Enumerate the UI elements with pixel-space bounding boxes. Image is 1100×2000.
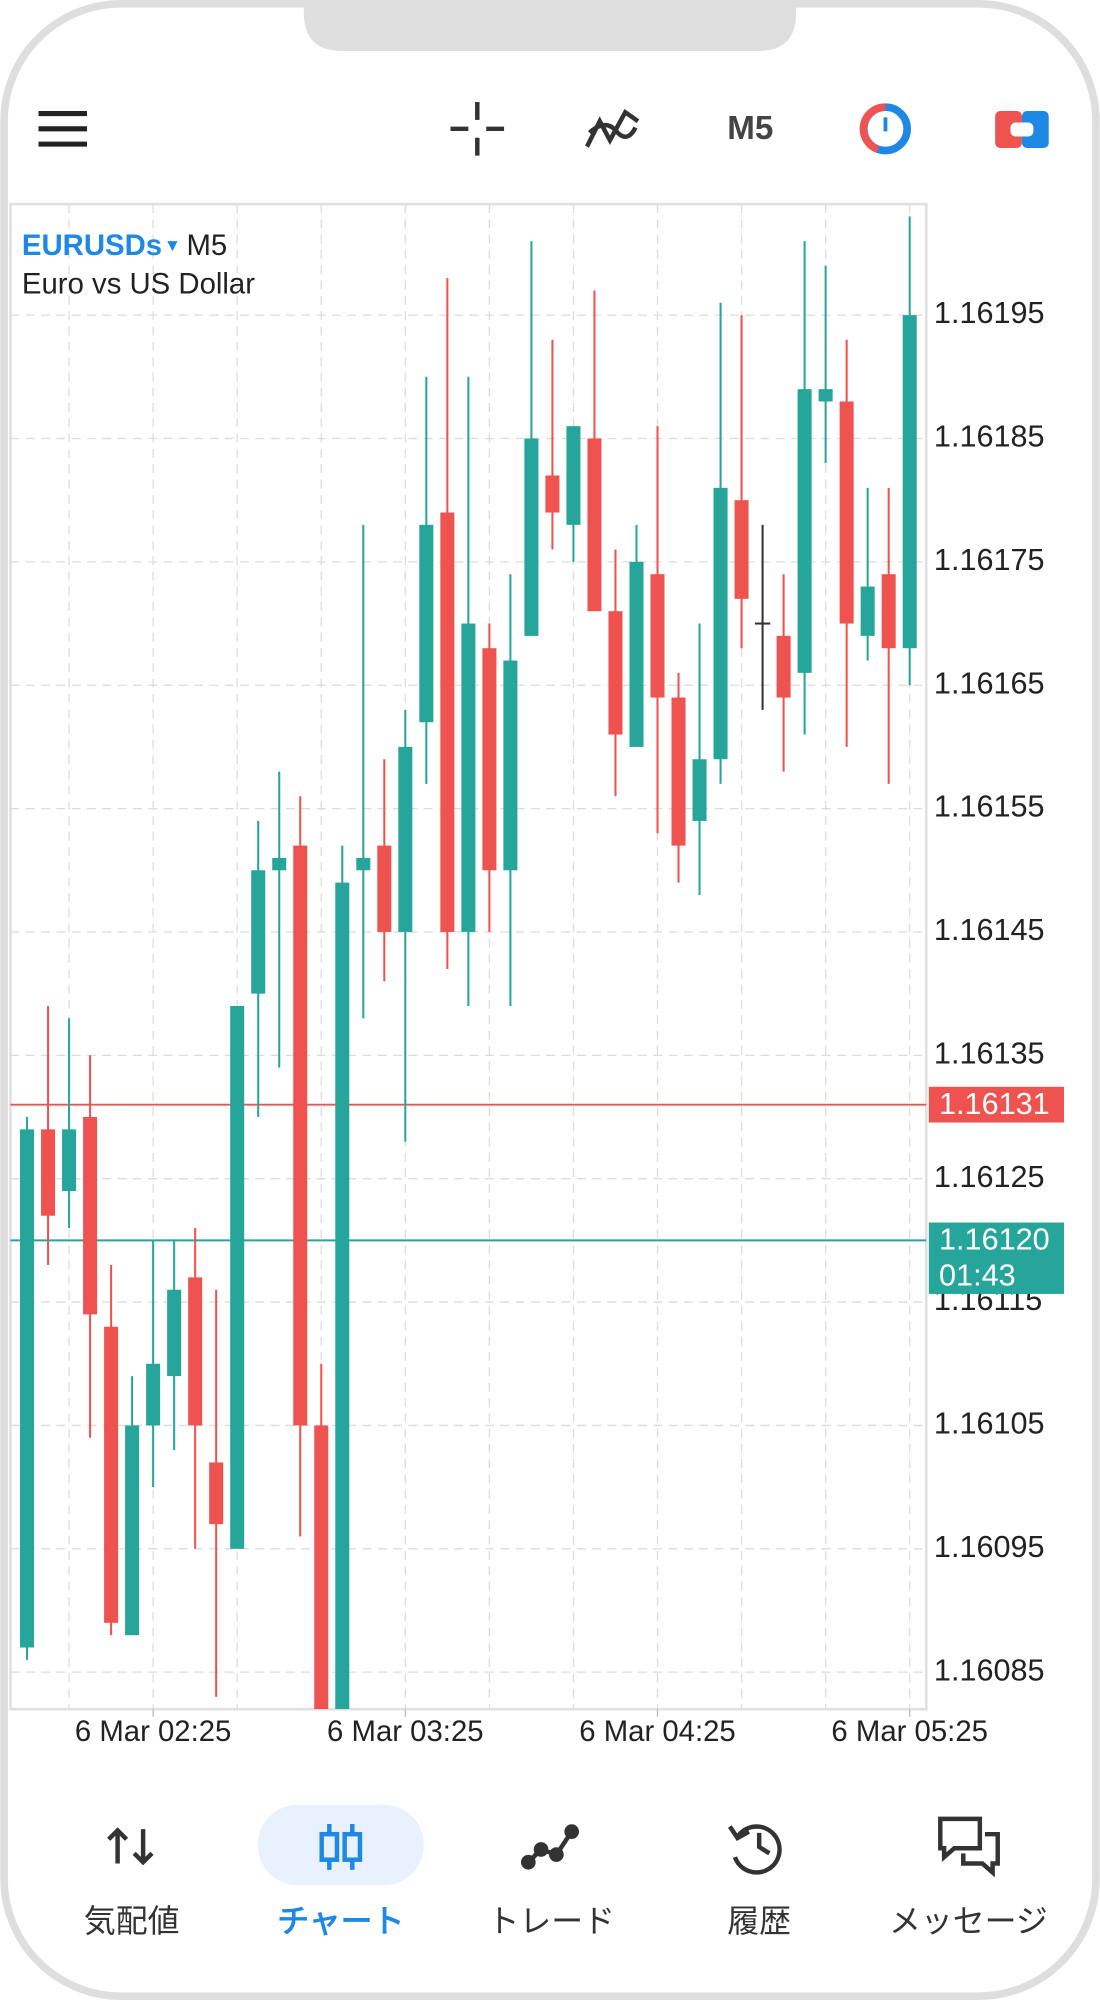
candle-body (62, 1129, 77, 1192)
candle-body (587, 438, 602, 612)
candle-body (734, 500, 749, 599)
chart-timeframe: M5 (186, 229, 227, 262)
candle-body (839, 401, 854, 624)
timer-button[interactable] (859, 103, 911, 155)
candles (20, 216, 917, 1710)
candle-body (167, 1289, 182, 1377)
timeframe-button[interactable]: M5 (727, 110, 773, 147)
bid-timer: 01:43 (939, 1258, 1016, 1292)
candle-body (440, 512, 455, 932)
y-tick-label: 1.16125 (934, 1160, 1045, 1194)
candle-body (398, 746, 413, 932)
tab-label[interactable]: 履歴 (727, 1903, 791, 1939)
candle-body (629, 561, 644, 747)
messages-icon[interactable] (938, 1816, 1000, 1878)
tab-label[interactable]: トレード (488, 1903, 616, 1939)
candle-body (146, 1363, 161, 1426)
candle-body (566, 426, 581, 525)
axes: 1.16195 1.16185 1.16175 1.16165 1.16155 1.161… (75, 296, 1065, 1748)
symbol[interactable]: EURUSDs (22, 229, 162, 262)
crosshair-button[interactable] (450, 102, 505, 156)
candle-body (671, 697, 686, 846)
quotes-icon[interactable] (107, 1827, 154, 1866)
candle-body (314, 1425, 329, 1710)
candle-body (503, 660, 518, 871)
candle-body (692, 759, 707, 821)
candle-body (902, 315, 917, 649)
y-tick-label: 1.16195 (934, 296, 1045, 330)
tab-label[interactable]: メッセージ (889, 1903, 1048, 1939)
menu-button[interactable] (38, 110, 87, 147)
tab-label[interactable]: チャート (277, 1903, 404, 1939)
plot-area (9, 202, 928, 1711)
y-tick-label: 1.16185 (934, 420, 1045, 454)
candle-body (776, 635, 791, 698)
candle-body (209, 1462, 224, 1525)
candle-body (83, 1117, 98, 1315)
candle-body (230, 1005, 245, 1549)
candle-body (419, 524, 434, 723)
ask-label-box (928, 1086, 1065, 1123)
candle-body (461, 623, 476, 932)
candle-body (818, 389, 833, 402)
candle-body (377, 845, 392, 932)
candle-body (293, 845, 308, 1426)
bid-label: 1.16120 (939, 1223, 1050, 1257)
x-tick-label: 6 Mar 03:25 (327, 1715, 484, 1748)
x-tick-label: 6 Mar 05:25 (831, 1715, 988, 1748)
candle-body (41, 1129, 56, 1216)
price-lines (10, 1103, 927, 1242)
candle-body (272, 857, 287, 871)
candle-body (650, 574, 665, 698)
candle-body (608, 611, 623, 735)
candle-body (20, 1129, 35, 1648)
candle-body (188, 1277, 203, 1426)
y-tick-label: 1.16155 (934, 790, 1045, 824)
indicator-button[interactable] (584, 108, 640, 148)
y-tick-label: 1.16175 (934, 543, 1045, 577)
candle-body (104, 1326, 119, 1623)
ask-label: 1.16131 (939, 1087, 1050, 1121)
candle-body (251, 870, 266, 994)
candle-body (545, 475, 560, 513)
candle-body (754, 622, 771, 625)
bid-label-box (928, 1222, 1065, 1294)
tab-bar: 気配値 チャート トレード 履歴 メッセージ (84, 1903, 1048, 1939)
history-icon[interactable] (727, 1824, 782, 1875)
candle-body (881, 574, 896, 649)
candle-body (860, 586, 875, 636)
notch (303, 0, 797, 52)
y-tick-label: 1.16105 (934, 1407, 1045, 1441)
candle-body (482, 648, 497, 871)
candle-body (524, 438, 539, 636)
y-tick-label: 1.16085 (934, 1653, 1045, 1687)
candle-body (125, 1425, 140, 1636)
x-tick-label: 6 Mar 04:25 (579, 1715, 736, 1748)
active-tab-highlight (257, 1804, 424, 1886)
y-tick-label: 1.16145 (934, 913, 1045, 947)
tab-label[interactable]: 気配値 (84, 1903, 180, 1939)
candle-body (356, 857, 371, 871)
symbol-dropdown[interactable] (167, 241, 178, 252)
candle-body (713, 487, 728, 760)
x-tick-label: 6 Mar 02:25 (75, 1715, 232, 1748)
trade-icon[interactable] (520, 1824, 580, 1870)
chart-icon[interactable] (319, 1823, 363, 1870)
symbol-description: Euro vs US Dollar (22, 267, 255, 300)
candle-body (335, 882, 350, 1710)
y-tick-label: 1.16135 (934, 1036, 1045, 1070)
y-tick-label: 1.16095 (934, 1530, 1045, 1564)
y-tick-label: 1.16165 (934, 666, 1045, 700)
candle-body (797, 389, 812, 673)
trade-button[interactable] (995, 110, 1049, 148)
